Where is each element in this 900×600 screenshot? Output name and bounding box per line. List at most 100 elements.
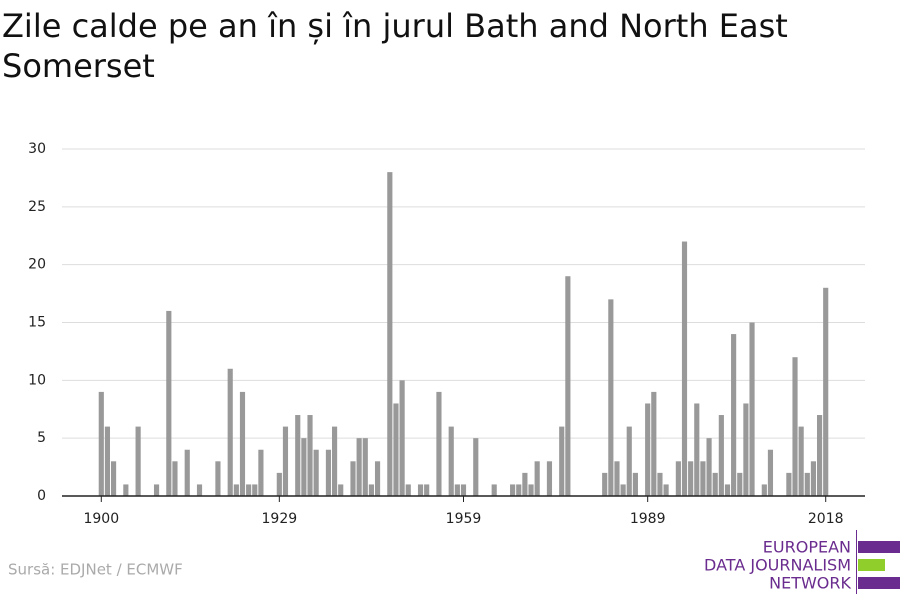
bar <box>620 484 626 496</box>
x-tick-label: 1900 <box>83 511 119 527</box>
y-tick-label: 0 <box>37 488 46 504</box>
bar <box>135 426 141 496</box>
bar <box>743 403 749 496</box>
bar <box>602 472 608 496</box>
bar <box>374 461 381 496</box>
chart-title: Zile calde pe an în și în jurul Bath and… <box>2 7 788 85</box>
bar <box>675 461 681 496</box>
bar <box>786 472 792 496</box>
bar <box>368 484 374 496</box>
logo-bar <box>858 541 900 553</box>
bar <box>258 449 264 496</box>
bar <box>172 461 178 496</box>
bar <box>559 426 565 496</box>
bar <box>688 461 694 496</box>
bar <box>350 461 356 496</box>
bar <box>338 484 344 496</box>
bar <box>110 461 117 496</box>
bar <box>510 484 516 496</box>
bar <box>196 484 203 496</box>
bar <box>810 461 817 496</box>
bar <box>227 368 233 496</box>
logo-text: EUROPEAN <box>763 538 851 557</box>
bar <box>98 391 104 496</box>
y-tick-label: 5 <box>37 430 46 446</box>
bar <box>767 449 774 496</box>
bar <box>405 484 411 496</box>
bar <box>565 276 571 496</box>
bar <box>749 322 755 496</box>
y-tick-label: 15 <box>28 315 46 331</box>
logo-bar <box>858 577 900 589</box>
bar <box>491 484 497 496</box>
bar <box>792 357 798 496</box>
bar <box>645 403 651 496</box>
bar <box>737 472 743 496</box>
y-tick-label: 20 <box>28 257 46 273</box>
y-tick-label: 10 <box>28 372 46 388</box>
y-tick-label: 30 <box>28 141 46 157</box>
bar <box>798 426 804 496</box>
bar <box>516 484 522 496</box>
bar <box>626 426 632 496</box>
bar <box>681 241 688 496</box>
bar <box>387 172 393 496</box>
bar <box>460 484 467 496</box>
bar <box>608 299 614 496</box>
logo-text: NETWORK <box>769 574 851 593</box>
x-tick-label: 1959 <box>446 511 482 527</box>
bar <box>528 484 534 496</box>
bar <box>313 449 319 496</box>
x-tick-label: 1929 <box>262 511 298 527</box>
source: Sursă: EDJNet / ECMWF <box>8 561 183 579</box>
logo-line <box>856 530 857 594</box>
bar <box>356 438 362 496</box>
bar <box>694 403 700 496</box>
bar <box>215 461 221 496</box>
bar <box>399 380 405 496</box>
bar <box>718 415 724 496</box>
x-tick-label: 1989 <box>630 511 666 527</box>
bar <box>534 461 540 496</box>
bar <box>417 484 424 496</box>
bar <box>104 426 111 496</box>
bar <box>295 415 301 496</box>
logo-text: DATA JOURNALISM <box>704 556 851 575</box>
bar <box>823 287 829 496</box>
bar <box>252 484 258 496</box>
bar <box>454 484 460 496</box>
bar <box>657 472 663 496</box>
bar <box>331 426 338 496</box>
bar <box>632 472 638 496</box>
x-tick-label: 2018 <box>808 511 844 527</box>
bar <box>301 438 307 496</box>
logo: EUROPEAN DATA JOURNALISM NETWORK <box>704 530 900 594</box>
bar <box>393 403 399 496</box>
bar <box>307 415 313 496</box>
bar <box>233 484 239 496</box>
bar <box>282 426 289 496</box>
bar <box>706 438 712 496</box>
bar <box>153 484 160 496</box>
bar <box>123 484 129 496</box>
bar <box>166 310 172 496</box>
bar <box>700 461 706 496</box>
bar <box>239 391 246 496</box>
bar <box>436 391 442 496</box>
bar <box>448 426 454 496</box>
bar <box>724 484 731 496</box>
bar <box>614 461 620 496</box>
bar <box>804 472 810 496</box>
bar <box>731 334 737 496</box>
bar <box>651 391 657 496</box>
bar <box>816 415 823 496</box>
bar <box>276 472 282 496</box>
bar <box>184 449 190 496</box>
bar <box>246 484 252 496</box>
bar <box>325 449 332 496</box>
bar <box>473 438 479 496</box>
logo-bar <box>858 559 885 571</box>
bar <box>761 484 767 496</box>
bar <box>362 438 368 496</box>
